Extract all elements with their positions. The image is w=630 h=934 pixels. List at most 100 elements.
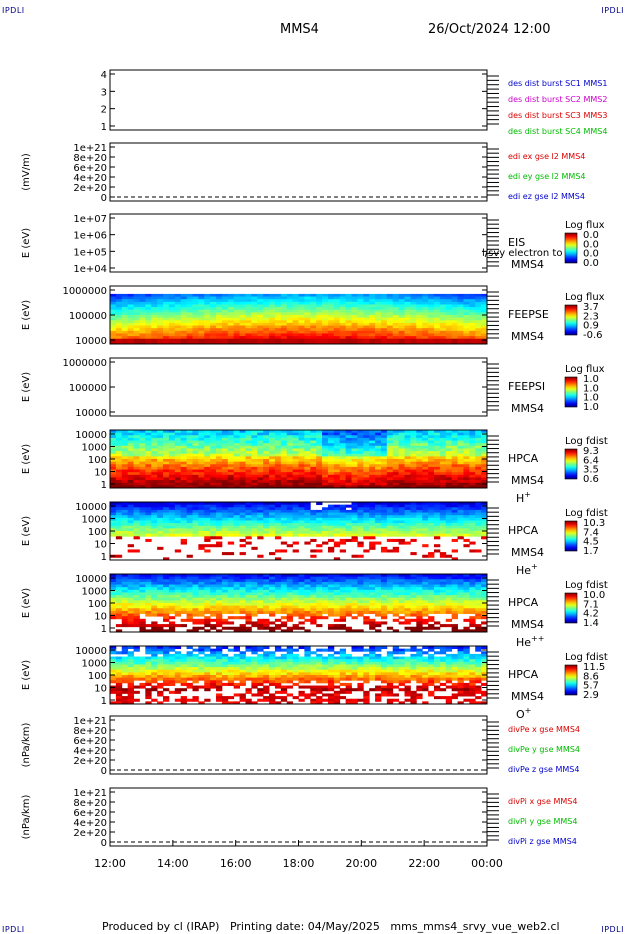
spectrogram-cell [451, 336, 458, 340]
spectrogram-cell [322, 301, 329, 305]
spectrogram-cell [151, 293, 158, 297]
spectrogram-cell [221, 459, 229, 463]
spectrogram-cell [445, 333, 453, 337]
spectrogram-cell [375, 595, 382, 599]
spectrogram-cell [363, 592, 370, 596]
spectrogram-cell [245, 621, 252, 625]
spectrogram-cell [463, 461, 470, 465]
spectrogram-cell [369, 466, 376, 470]
spectrogram-cell [357, 603, 364, 607]
spectrogram-cell [121, 507, 129, 511]
spectrogram-cell [445, 485, 453, 489]
spectrogram-cell [416, 451, 423, 455]
spectrogram-cell [363, 430, 370, 434]
spectrogram-cell [416, 605, 423, 609]
spectrogram-cell [416, 472, 423, 476]
spectrogram-cell [245, 608, 252, 612]
spectrogram-cell [351, 301, 358, 305]
spectrogram-cell [363, 464, 370, 468]
spectrogram-cell [322, 525, 329, 529]
spectrogram-cell [163, 579, 170, 583]
spectrogram-cell [380, 459, 388, 463]
spectrogram-cell [263, 477, 270, 481]
spectrogram-cell [433, 301, 441, 305]
spectrogram-cell [310, 456, 317, 460]
spectrogram-cell [386, 464, 394, 468]
spectrogram-cell [110, 616, 117, 620]
spectrogram-cell [392, 523, 400, 527]
spectrogram-cell [386, 307, 394, 311]
spectrogram-cell [392, 464, 400, 468]
spectrogram-cell [210, 437, 217, 441]
spectrogram-cell [286, 509, 294, 513]
spectrogram-cell [292, 320, 299, 324]
spectrogram-cell [398, 461, 405, 465]
spectrogram-cell [439, 477, 447, 481]
spectrogram-cell [398, 320, 405, 324]
spectrogram-cell [121, 608, 129, 612]
spectrogram-cell [157, 592, 164, 596]
spectrogram-cell [410, 587, 417, 591]
spectrogram-cell [127, 461, 134, 465]
spectrogram-cell [363, 307, 370, 311]
spectrogram-cell [257, 304, 264, 308]
spectrogram-cell [339, 549, 347, 553]
spectrogram-cell [333, 341, 341, 345]
spectrogram-cell [322, 445, 329, 449]
spectrogram-cell [369, 338, 376, 342]
spectrogram-cell [316, 515, 323, 519]
spectrogram-cell [375, 509, 382, 513]
spectrogram-cell [363, 466, 370, 470]
spectrogram-cell [127, 307, 134, 311]
spectrogram-cell [180, 453, 187, 457]
spectrogram-cell [168, 626, 176, 630]
spectrogram-cell [186, 595, 193, 599]
spectrogram-cell [280, 448, 288, 452]
spectrogram-cell [245, 515, 252, 519]
spectrogram-cell [363, 432, 370, 436]
spectrogram-cell [404, 504, 411, 508]
spectrogram-cell [369, 621, 376, 625]
spectrogram-cell [198, 507, 205, 511]
spectrogram-cell [439, 464, 447, 468]
spectrogram-cell [192, 589, 199, 593]
spectrogram-cell [221, 435, 229, 439]
spectrogram-cell [151, 629, 158, 633]
spectrogram-cell [180, 507, 187, 511]
spectrogram-cell [239, 469, 246, 473]
spectrogram-cell [221, 515, 229, 519]
spectrogram-cell [380, 485, 388, 489]
spectrogram-cell [422, 312, 429, 316]
spectrogram-cell [274, 477, 282, 481]
spectrogram-cell [327, 299, 335, 303]
spectrogram-cell [363, 445, 370, 449]
spectrogram-cell [339, 448, 347, 452]
spectrogram-cell [157, 574, 164, 578]
spectrogram-cell [239, 587, 246, 591]
spectrogram-cell [375, 453, 382, 457]
spectrogram-cell [322, 616, 329, 620]
spectrogram-cell [280, 507, 288, 511]
spectrogram-cell [386, 341, 394, 345]
spectrogram-cell [233, 592, 240, 596]
spectrogram-cell [257, 320, 264, 324]
spectrogram-cell [481, 443, 488, 447]
spectrogram-cell [233, 507, 240, 511]
spectrogram-cell [251, 466, 258, 470]
spectrogram-cell [133, 445, 140, 449]
spectrogram-cell [139, 330, 146, 334]
spectrogram-cell [457, 466, 464, 470]
spectrogram-cell [145, 600, 152, 604]
spectrogram-cell [333, 437, 341, 441]
spectrogram-cell [386, 610, 394, 614]
spectrogram-cell [257, 307, 264, 311]
spectrogram-cell [168, 592, 176, 596]
spectrogram-cell [386, 437, 394, 441]
spectrogram-cell [481, 472, 488, 476]
spectrogram-cell [245, 600, 252, 604]
y-tick-label: 10000 [75, 336, 107, 347]
spectrogram-cell [127, 624, 134, 628]
spectrogram-cell [386, 538, 394, 542]
spectrogram-cell [280, 451, 288, 455]
spectrogram-cell [404, 581, 411, 585]
